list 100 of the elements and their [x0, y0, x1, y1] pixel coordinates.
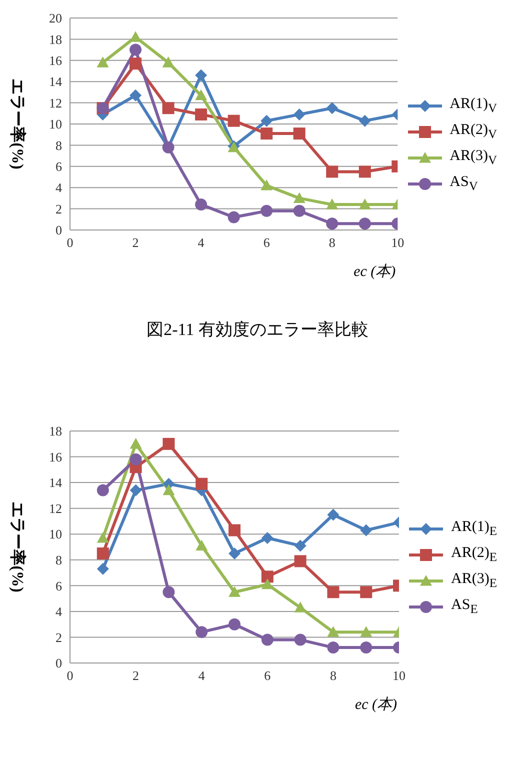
y-tick-label: 12	[49, 500, 62, 516]
y-tick-label: 14	[49, 475, 62, 490]
y-tick-label: 2	[56, 630, 62, 645]
y-tick-label: 4	[56, 604, 62, 620]
x-tick-label: 8	[330, 668, 336, 684]
point	[261, 532, 274, 544]
point	[228, 211, 240, 224]
point	[358, 166, 371, 178]
point	[261, 634, 274, 646]
point	[130, 453, 142, 466]
point	[130, 89, 142, 102]
point	[358, 218, 371, 230]
point	[195, 69, 208, 82]
point	[96, 562, 109, 575]
point	[327, 508, 340, 521]
y-tick-label: 8	[56, 552, 62, 568]
point	[130, 484, 142, 496]
y-axis-title: エラー率(%)	[8, 502, 28, 592]
x-tick-label: 2	[132, 668, 140, 684]
point	[293, 128, 306, 140]
point	[294, 540, 306, 552]
point	[130, 438, 142, 449]
point	[327, 642, 340, 654]
y-tick-label: 12	[49, 95, 62, 110]
point	[162, 102, 174, 114]
point	[327, 626, 340, 637]
point	[293, 108, 306, 120]
y-tick-label: 10	[49, 526, 62, 542]
y-tick-label: 16	[49, 449, 62, 464]
point	[162, 586, 175, 598]
y-tick-label: 4	[56, 180, 62, 196]
y-axis-title: エラー率(%)	[8, 78, 28, 170]
x-tick-label: 0	[66, 668, 74, 684]
y-tick-label: 20	[49, 10, 62, 26]
point	[96, 56, 109, 68]
point	[130, 58, 142, 70]
point	[228, 586, 241, 597]
point	[360, 642, 372, 654]
x-tick-label: 4	[198, 235, 205, 250]
point	[360, 586, 372, 598]
y-tick-label: 0	[56, 656, 62, 671]
point	[96, 547, 109, 560]
point	[358, 198, 371, 210]
point	[360, 626, 372, 637]
point	[162, 438, 175, 450]
point	[293, 204, 306, 217]
point	[96, 484, 109, 496]
y-tick-label: 10	[49, 116, 62, 132]
point	[195, 108, 208, 120]
point	[261, 578, 274, 590]
legend-label: AS$_{V}$	[450, 174, 478, 194]
point	[196, 540, 208, 551]
y-tick-label: 18	[49, 32, 62, 47]
legend-label: AR(2)$_{E}$	[451, 545, 497, 565]
point	[327, 586, 340, 598]
y-tick-label: 18	[49, 424, 62, 439]
y-tick-label: 8	[56, 138, 62, 153]
point	[162, 56, 174, 68]
point	[293, 192, 306, 203]
y-tick-label: 14	[49, 74, 62, 90]
point	[162, 484, 175, 496]
x-tick-label: 2	[132, 235, 139, 250]
point	[260, 204, 273, 217]
legend-label: AR(1)$_{E}$	[451, 519, 497, 539]
x-tick-label: 4	[198, 668, 206, 684]
y-tick-label: 6	[56, 159, 62, 174]
point	[260, 179, 273, 190]
point	[96, 532, 109, 543]
point	[260, 128, 273, 140]
point	[195, 198, 208, 211]
point	[261, 570, 274, 583]
x-tick-label: 6	[264, 668, 272, 684]
point	[228, 547, 241, 560]
x-axis-title: ec (本)	[354, 263, 396, 280]
legend-label: AR(3)$_{E}$	[451, 571, 497, 591]
point	[326, 218, 338, 230]
point	[228, 524, 241, 536]
point	[260, 114, 273, 127]
point	[228, 618, 241, 630]
legend-label: AR(3)$_{V}$	[450, 148, 497, 168]
y-tick-label: 2	[56, 201, 62, 216]
y-tick-label: 16	[49, 53, 62, 68]
point	[358, 114, 371, 127]
point	[195, 89, 208, 100]
caption: 図2-11 有効度のエラー率比較	[146, 319, 370, 341]
legend-label: AS$_{E}$	[451, 597, 478, 617]
point	[294, 634, 306, 646]
point	[130, 44, 142, 56]
y-tick-label: 6	[56, 578, 62, 594]
point	[326, 102, 338, 114]
point	[196, 626, 208, 638]
point	[360, 524, 372, 536]
x-tick-label: 8	[328, 235, 336, 250]
legend-label: AR(2)$_{V}$	[450, 122, 497, 142]
y-tick-label: 0	[56, 222, 62, 238]
x-tick-label: 6	[263, 235, 270, 250]
x-tick-label: 10	[392, 668, 406, 684]
x-tick-label: 0	[66, 235, 74, 250]
point	[326, 166, 338, 178]
point	[196, 478, 208, 490]
